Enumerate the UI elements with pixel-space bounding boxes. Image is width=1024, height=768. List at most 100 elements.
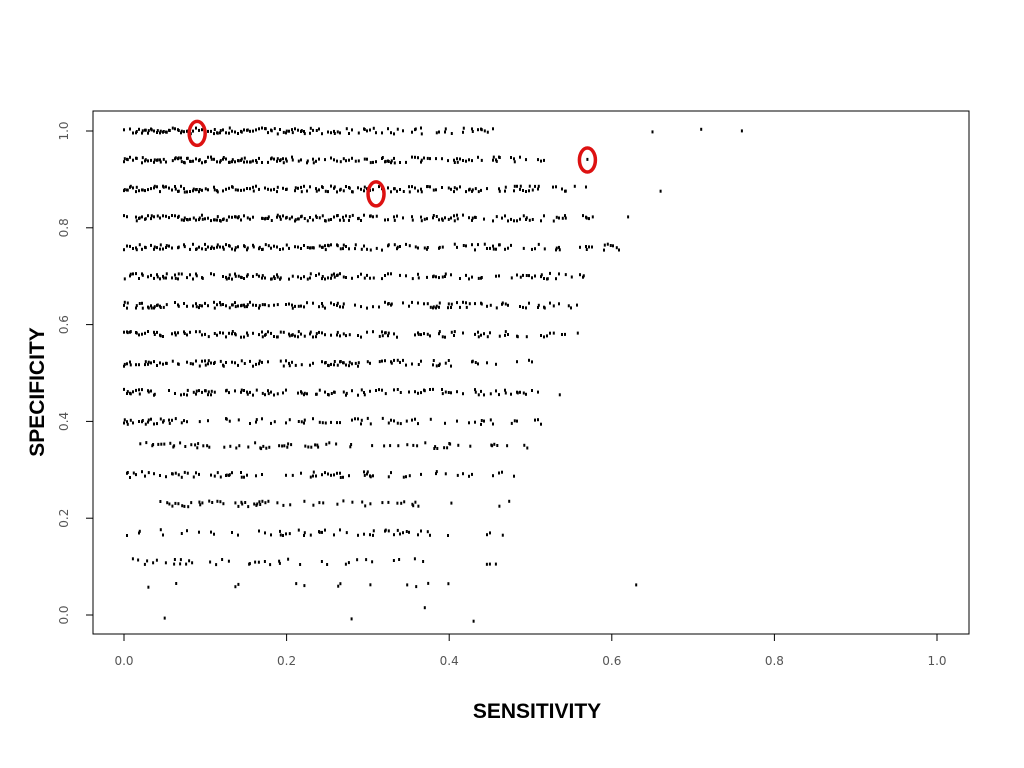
data-point — [486, 335, 489, 339]
data-point — [501, 470, 503, 474]
data-point — [165, 246, 167, 249]
data-point — [135, 304, 138, 308]
data-point — [270, 219, 273, 222]
data-point — [162, 247, 164, 251]
data-point — [492, 244, 494, 248]
data-point — [447, 302, 450, 306]
data-point — [397, 444, 400, 448]
data-point — [177, 473, 180, 477]
data-point — [471, 159, 473, 163]
data-point — [153, 330, 155, 334]
data-point — [285, 388, 287, 392]
data-point — [183, 504, 186, 508]
data-point — [585, 216, 588, 220]
data-point — [126, 422, 129, 426]
data-point — [360, 305, 362, 309]
data-point — [426, 185, 429, 188]
data-point — [606, 242, 609, 246]
data-point — [333, 363, 335, 367]
data-point — [174, 127, 176, 131]
data-point — [447, 359, 450, 362]
data-point — [279, 248, 281, 251]
data-point — [141, 129, 144, 133]
data-point — [375, 131, 377, 135]
data-point — [255, 184, 257, 188]
data-point — [531, 247, 533, 251]
data-point — [126, 301, 129, 305]
data-point — [312, 470, 315, 474]
data-point — [225, 131, 227, 135]
data-point — [417, 301, 419, 305]
data-point — [138, 277, 140, 280]
data-point — [555, 246, 558, 250]
data-point — [255, 159, 257, 162]
data-point — [231, 303, 234, 307]
data-point — [420, 160, 422, 164]
data-point — [537, 390, 539, 394]
data-point — [336, 330, 339, 334]
data-point — [240, 500, 243, 504]
data-point — [177, 129, 180, 132]
data-point — [291, 360, 293, 364]
data-point — [369, 502, 372, 506]
data-point — [186, 218, 189, 222]
data-point — [366, 306, 368, 310]
data-point — [330, 131, 332, 135]
data-point — [297, 186, 299, 190]
data-point — [456, 419, 458, 423]
data-point — [270, 533, 272, 537]
data-point — [444, 216, 446, 220]
data-point — [398, 558, 401, 561]
data-point — [315, 216, 318, 219]
data-point — [234, 585, 237, 589]
data-point — [322, 501, 325, 505]
data-point — [213, 300, 215, 304]
data-point — [543, 158, 545, 162]
data-point — [357, 186, 359, 190]
data-point — [387, 500, 390, 504]
data-point — [363, 393, 366, 397]
data-point — [174, 331, 176, 335]
data-point — [252, 393, 254, 397]
data-point — [516, 273, 518, 277]
data-point — [420, 187, 422, 191]
data-point — [516, 419, 518, 423]
data-point — [324, 421, 327, 425]
data-point — [123, 330, 125, 334]
data-point — [288, 532, 291, 536]
data-point — [447, 582, 450, 586]
data-point — [543, 306, 546, 310]
data-point — [276, 157, 279, 161]
data-point — [350, 617, 353, 621]
data-point — [420, 219, 423, 223]
data-point — [258, 274, 260, 278]
data-point — [333, 275, 336, 279]
data-point — [360, 422, 362, 426]
data-point — [357, 131, 360, 135]
data-point — [471, 127, 473, 131]
data-point — [163, 442, 166, 446]
data-point — [228, 131, 230, 135]
data-point — [315, 335, 317, 339]
data-point — [201, 304, 203, 308]
data-point — [252, 364, 254, 368]
data-point — [177, 362, 180, 366]
data-point — [201, 390, 203, 394]
data-point — [219, 301, 221, 305]
data-point — [357, 364, 359, 368]
data-point — [441, 218, 444, 222]
data-point — [146, 559, 149, 563]
data-point — [474, 361, 477, 364]
data-point — [261, 330, 263, 334]
data-point — [261, 360, 263, 364]
data-point — [144, 158, 147, 162]
data-point — [348, 218, 350, 222]
data-point — [303, 334, 306, 338]
data-point — [173, 444, 176, 448]
data-point — [586, 157, 589, 161]
data-point — [447, 534, 449, 537]
data-point — [204, 187, 207, 191]
data-point — [321, 331, 323, 335]
data-point — [435, 215, 438, 218]
data-point — [369, 276, 371, 280]
